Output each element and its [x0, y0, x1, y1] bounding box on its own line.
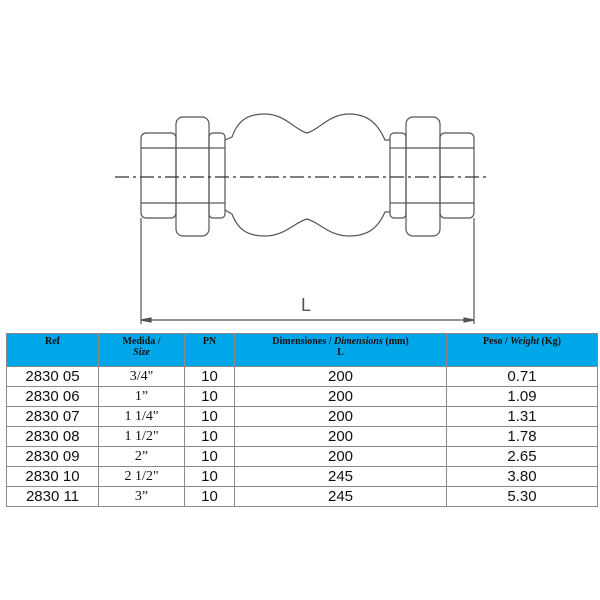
- cell-pn: 10: [184, 386, 235, 407]
- specs-table: Ref Medida / Size PN Dimensiones / Dimens…: [6, 333, 598, 507]
- cell-size: 2 1/2": [98, 466, 185, 487]
- table-row: 2830 07 1 1/4" 10 200 1.31: [6, 406, 598, 427]
- cell-size: 1”: [98, 386, 185, 407]
- table-row: 2830 11 3” 10 245 5.30: [6, 486, 598, 507]
- cell-weight: 3.80: [446, 466, 598, 487]
- cell-ref: 2830 05: [6, 366, 99, 387]
- table-row: 2830 05 3/4" 10 200 0.71: [6, 366, 598, 387]
- cell-pn: 10: [184, 446, 235, 467]
- header-dimensions: Dimensiones / Dimensions (mm) L: [234, 333, 447, 367]
- table-row: 2830 06 1” 10 200 1.09: [6, 386, 598, 407]
- cell-l: 245: [234, 486, 447, 507]
- header-ref: Ref: [6, 333, 99, 367]
- cell-l: 200: [234, 426, 447, 447]
- dimension-label: L: [301, 295, 311, 315]
- expansion-joint-drawing: L: [115, 113, 488, 324]
- table-row: 2830 10 2 1/2" 10 245 3.80: [6, 466, 598, 487]
- cell-weight: 1.31: [446, 406, 598, 427]
- cell-size: 3”: [98, 486, 185, 507]
- header-pn: PN: [184, 333, 235, 367]
- cell-ref: 2830 09: [6, 446, 99, 467]
- left-collar: [208, 132, 226, 219]
- cell-ref: 2830 08: [6, 426, 99, 447]
- cell-l: 245: [234, 466, 447, 487]
- cell-pn: 10: [184, 466, 235, 487]
- table-header-row: Ref Medida / Size PN Dimensiones / Dimens…: [6, 333, 598, 367]
- right-collar: [389, 132, 407, 219]
- cell-l: 200: [234, 386, 447, 407]
- cell-ref: 2830 10: [6, 466, 99, 487]
- cell-size: 3/4": [98, 366, 185, 387]
- header-weight: Peso / Weight (Kg): [446, 333, 598, 367]
- cell-weight: 2.65: [446, 446, 598, 467]
- cell-weight: 5.30: [446, 486, 598, 507]
- cell-ref: 2830 07: [6, 406, 99, 427]
- cell-l: 200: [234, 446, 447, 467]
- cell-weight: 1.09: [446, 386, 598, 407]
- cell-pn: 10: [184, 486, 235, 507]
- cell-size: 1 1/2": [98, 426, 185, 447]
- header-size: Medida / Size: [98, 333, 185, 367]
- left-end-nut: [140, 132, 177, 219]
- cell-pn: 10: [184, 426, 235, 447]
- cell-size: 1 1/4": [98, 406, 185, 427]
- cell-pn: 10: [184, 406, 235, 427]
- cell-pn: 10: [184, 366, 235, 387]
- cell-ref: 2830 11: [6, 486, 99, 507]
- table-row: 2830 09 2” 10 200 2.65: [6, 446, 598, 467]
- cell-weight: 0.71: [446, 366, 598, 387]
- table-row: 2830 08 1 1/2" 10 200 1.78: [6, 426, 598, 447]
- cell-l: 200: [234, 366, 447, 387]
- bellows: [224, 113, 390, 237]
- right-end-nut: [439, 132, 475, 219]
- cell-l: 200: [234, 406, 447, 427]
- cell-size: 2”: [98, 446, 185, 467]
- cell-ref: 2830 06: [6, 386, 99, 407]
- cell-weight: 1.78: [446, 426, 598, 447]
